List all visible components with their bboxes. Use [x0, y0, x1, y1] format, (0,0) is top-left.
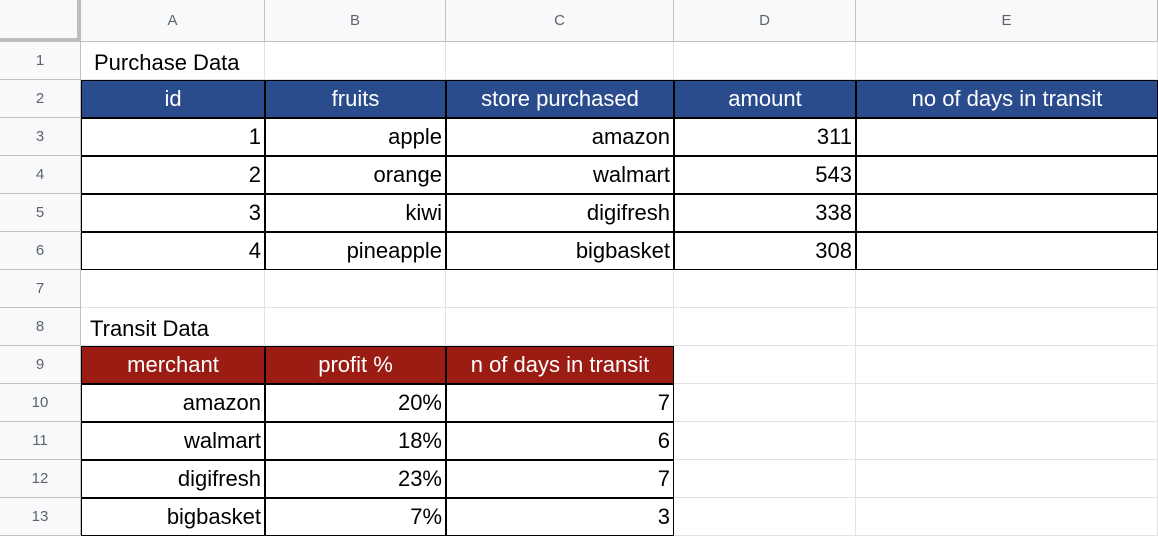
row-header-7[interactable]: 7	[0, 270, 81, 308]
row-header-1[interactable]: 1	[0, 42, 81, 80]
purchase-data-cell[interactable]: 1	[81, 118, 265, 156]
row-header-8[interactable]: 8	[0, 308, 81, 346]
grid-cell[interactable]	[856, 270, 1158, 308]
transit-data-cell[interactable]: 6	[446, 422, 674, 460]
purchase-data-cell[interactable]: 4	[81, 232, 265, 270]
column-header-c[interactable]: C	[446, 0, 674, 42]
purchase-data-cell[interactable]: orange	[265, 156, 446, 194]
transit-data-cell[interactable]: bigbasket	[81, 498, 265, 536]
row-header-12[interactable]: 12	[0, 460, 81, 498]
transit-data-cell[interactable]: 7	[446, 384, 674, 422]
grid-cell[interactable]	[265, 270, 446, 308]
row-header-4[interactable]: 4	[0, 156, 81, 194]
grid-cell[interactable]	[674, 460, 856, 498]
row-header-9[interactable]: 9	[0, 346, 81, 384]
purchase-data-cell[interactable]: apple	[265, 118, 446, 156]
grid-cell[interactable]	[81, 308, 265, 346]
purchase-data-cell[interactable]: 3	[81, 194, 265, 232]
transit-data-cell[interactable]: 23%	[265, 460, 446, 498]
grid-cell[interactable]	[674, 384, 856, 422]
purchase-data-cell[interactable]: 338	[674, 194, 856, 232]
grid-cell[interactable]	[446, 42, 674, 80]
transit-data-cell[interactable]: 3	[446, 498, 674, 536]
purchase-data-cell[interactable]: kiwi	[265, 194, 446, 232]
purchase-header-cell[interactable]: no of days in transit	[856, 80, 1158, 118]
select-all-corner[interactable]	[0, 0, 81, 42]
transit-header-cell[interactable]: n of days in transit	[446, 346, 674, 384]
purchase-data-cell[interactable]	[856, 156, 1158, 194]
purchase-data-cell[interactable]: amazon	[446, 118, 674, 156]
grid-cell[interactable]	[674, 422, 856, 460]
grid-cell[interactable]	[446, 308, 674, 346]
transit-data-cell[interactable]: 7%	[265, 498, 446, 536]
purchase-data-cell[interactable]: digifresh	[446, 194, 674, 232]
grid-cell[interactable]	[674, 42, 856, 80]
grid-cell[interactable]	[856, 308, 1158, 346]
purchase-data-cell[interactable]: 543	[674, 156, 856, 194]
grid-cell[interactable]	[81, 42, 265, 80]
row-header-5[interactable]: 5	[0, 194, 81, 232]
transit-data-title: Transit Data	[90, 316, 210, 341]
grid-cell[interactable]	[674, 308, 856, 346]
grid-cell[interactable]	[856, 422, 1158, 460]
transit-data-cell[interactable]: digifresh	[81, 460, 265, 498]
grid-cell[interactable]	[265, 42, 446, 80]
grid-cell[interactable]	[265, 308, 446, 346]
grid-cell[interactable]	[446, 270, 674, 308]
purchase-header-cell[interactable]: fruits	[265, 80, 446, 118]
purchase-header-cell[interactable]: store purchased	[446, 80, 674, 118]
purchase-data-cell[interactable]: bigbasket	[446, 232, 674, 270]
transit-data-cell[interactable]: 18%	[265, 422, 446, 460]
purchase-data-cell[interactable]	[856, 194, 1158, 232]
column-header-a[interactable]: A	[81, 0, 265, 42]
transit-data-cell[interactable]: 7	[446, 460, 674, 498]
transit-data-cell[interactable]: amazon	[81, 384, 265, 422]
purchase-data-cell[interactable]: walmart	[446, 156, 674, 194]
purchase-data-cell[interactable]: 308	[674, 232, 856, 270]
grid-cell[interactable]	[674, 270, 856, 308]
purchase-data-cell[interactable]: 2	[81, 156, 265, 194]
grid-cell[interactable]	[674, 498, 856, 536]
grid-cell[interactable]	[856, 498, 1158, 536]
column-header-e[interactable]: E	[856, 0, 1158, 42]
row-header-6[interactable]: 6	[0, 232, 81, 270]
purchase-data-cell[interactable]: 311	[674, 118, 856, 156]
grid-cell[interactable]	[856, 384, 1158, 422]
grid-cell[interactable]	[81, 270, 265, 308]
row-header-2[interactable]: 2	[0, 80, 81, 118]
transit-data-cell[interactable]: walmart	[81, 422, 265, 460]
row-header-10[interactable]: 10	[0, 384, 81, 422]
purchase-data-title: Purchase Data	[94, 50, 240, 75]
purchase-header-cell[interactable]: amount	[674, 80, 856, 118]
purchase-data-cell[interactable]: pineapple	[265, 232, 446, 270]
transit-header-cell[interactable]: merchant	[81, 346, 265, 384]
row-header-3[interactable]: 3	[0, 118, 81, 156]
purchase-data-cell[interactable]	[856, 118, 1158, 156]
grid-cell[interactable]	[856, 346, 1158, 384]
grid-cell[interactable]	[856, 460, 1158, 498]
column-header-d[interactable]: D	[674, 0, 856, 42]
column-header-b[interactable]: B	[265, 0, 446, 42]
grid-cell[interactable]	[674, 346, 856, 384]
purchase-data-cell[interactable]	[856, 232, 1158, 270]
transit-data-cell[interactable]: 20%	[265, 384, 446, 422]
grid-cell[interactable]	[856, 42, 1158, 80]
purchase-header-cell[interactable]: id	[81, 80, 265, 118]
transit-header-cell[interactable]: profit %	[265, 346, 446, 384]
row-header-13[interactable]: 13	[0, 498, 81, 536]
row-header-11[interactable]: 11	[0, 422, 81, 460]
